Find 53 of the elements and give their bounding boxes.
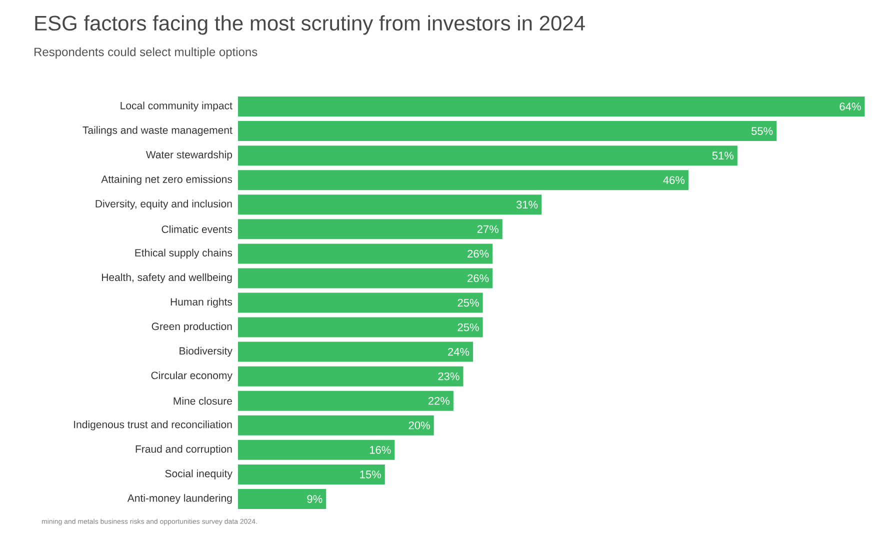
data-label: 64% [840,102,861,110]
data-label: 26% [468,274,489,282]
bar [238,146,738,166]
bar [238,194,542,215]
data-label: 25% [458,323,479,332]
y-tick-label: Fraud and corruption [136,445,232,455]
bar [238,170,688,190]
chart-title: ESG factors facing the most scrutiny from investors in 2024 [35,15,585,35]
y-tick-label: Attaining net zero emissions [101,175,232,186]
data-label: 26% [468,250,489,258]
bar [238,488,326,509]
bar [238,342,474,362]
bar [238,464,385,484]
data-label: 20% [408,422,430,430]
data-label: 23% [438,372,460,380]
chart-subtitle: Respondents could select multiple options [34,47,258,59]
bar [238,317,483,338]
bar [238,415,434,436]
y-tick-label: Local community impact [120,102,232,112]
bar [238,366,464,386]
y-tick-label: Circular economy [151,371,232,382]
bar [238,440,395,460]
y-tick-label: Mine closure [174,397,232,405]
y-tick-label: Green production [152,322,232,332]
data-label: 24% [448,348,470,356]
bar [238,244,493,264]
y-tick-label: Climatic events [162,225,232,234]
data-label: 16% [370,446,391,454]
y-tick-label: Water stewardship [146,150,232,160]
bar [238,96,865,117]
data-label: 55% [752,127,773,135]
data-label: 27% [477,225,498,234]
y-tick-label: Health, safety and wellbeing [102,273,232,284]
data-label: 51% [712,152,734,160]
y-tick-label: Indigenous trust and reconciliation [74,420,232,430]
y-tick-label: Biodiversity [180,346,232,357]
y-tick-label: Ethical supply chains [135,248,232,259]
bar [238,292,483,313]
y-tick-label: Social inequity [165,470,232,480]
y-tick-label: Human rights [170,298,232,308]
bar [238,121,777,142]
y-tick-label: Diversity, equity and inclusion [96,200,232,210]
bar [238,390,454,411]
bar [238,219,502,240]
y-tick-label: Anti-money laundering [127,494,232,504]
y-tick-label: Tailings and waste management [82,126,232,136]
data-label: 31% [516,200,538,209]
data-label: 25% [458,298,479,307]
data-label: 46% [663,176,685,184]
data-label: 15% [360,470,381,478]
data-label: 9% [307,495,322,503]
data-label: 22% [428,397,450,405]
bar [238,268,493,288]
